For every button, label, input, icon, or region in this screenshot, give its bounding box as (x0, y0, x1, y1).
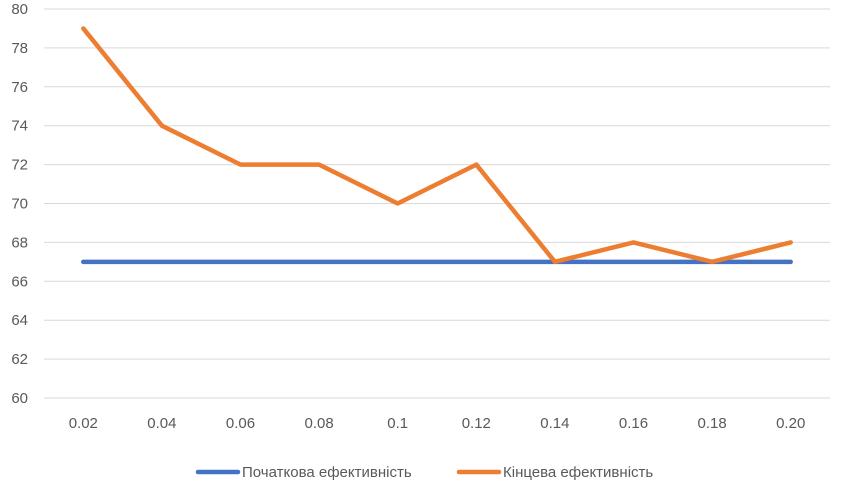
y-tick-label: 62 (11, 351, 28, 368)
x-tick-label: 0.02 (69, 415, 98, 432)
y-tick-label: 72 (11, 157, 28, 174)
series-line-1 (81, 26, 793, 265)
x-tick-label: 0.08 (304, 415, 333, 432)
legend-label: Кінцева ефективність (503, 464, 653, 481)
x-tick-label: 0.12 (462, 415, 491, 432)
x-tick-label: 0.16 (619, 415, 648, 432)
y-tick-label: 68 (11, 234, 28, 251)
y-axis-ticks: 60 62 64 66 68 70 72 74 76 78 80 (11, 1, 28, 407)
y-tick-label: 80 (11, 1, 28, 18)
y-tick-label: 76 (11, 79, 28, 96)
series-lines (81, 26, 793, 265)
y-tick-label: 60 (11, 390, 28, 407)
y-tick-label: 64 (11, 312, 28, 329)
x-tick-label: 0.14 (540, 415, 569, 432)
x-tick-label: 0.18 (697, 415, 726, 432)
x-axis-ticks: 0.02 0.04 0.06 0.08 0.1 0.12 0.14 0.16 0.18 0.20 (69, 415, 806, 432)
x-tick-label: 0.04 (147, 415, 176, 432)
y-tick-label: 70 (11, 196, 28, 213)
y-tick-label: 74 (11, 118, 28, 135)
x-tick-label: 0.06 (226, 415, 255, 432)
x-tick-label: 0.20 (776, 415, 805, 432)
y-tick-label: 66 (11, 273, 28, 290)
legend: Початкова ефективність Кінцева ефективніс… (195, 464, 653, 481)
y-tick-label: 78 (11, 40, 28, 57)
legend-label: Початкова ефективність (242, 464, 412, 481)
gridlines (44, 8, 830, 399)
x-tick-label: 0.1 (387, 415, 408, 432)
